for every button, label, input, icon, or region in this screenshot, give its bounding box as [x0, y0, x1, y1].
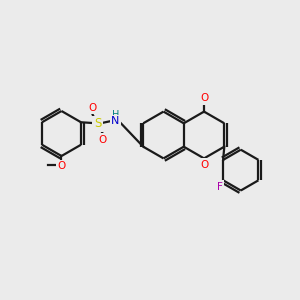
- Text: O: O: [200, 160, 208, 170]
- Text: F: F: [217, 182, 223, 192]
- Text: O: O: [200, 93, 208, 103]
- Text: O: O: [88, 103, 96, 112]
- Text: O: O: [57, 161, 66, 171]
- Text: H: H: [112, 110, 120, 120]
- Text: S: S: [94, 117, 101, 130]
- Text: N: N: [111, 116, 120, 126]
- Text: O: O: [99, 135, 107, 145]
